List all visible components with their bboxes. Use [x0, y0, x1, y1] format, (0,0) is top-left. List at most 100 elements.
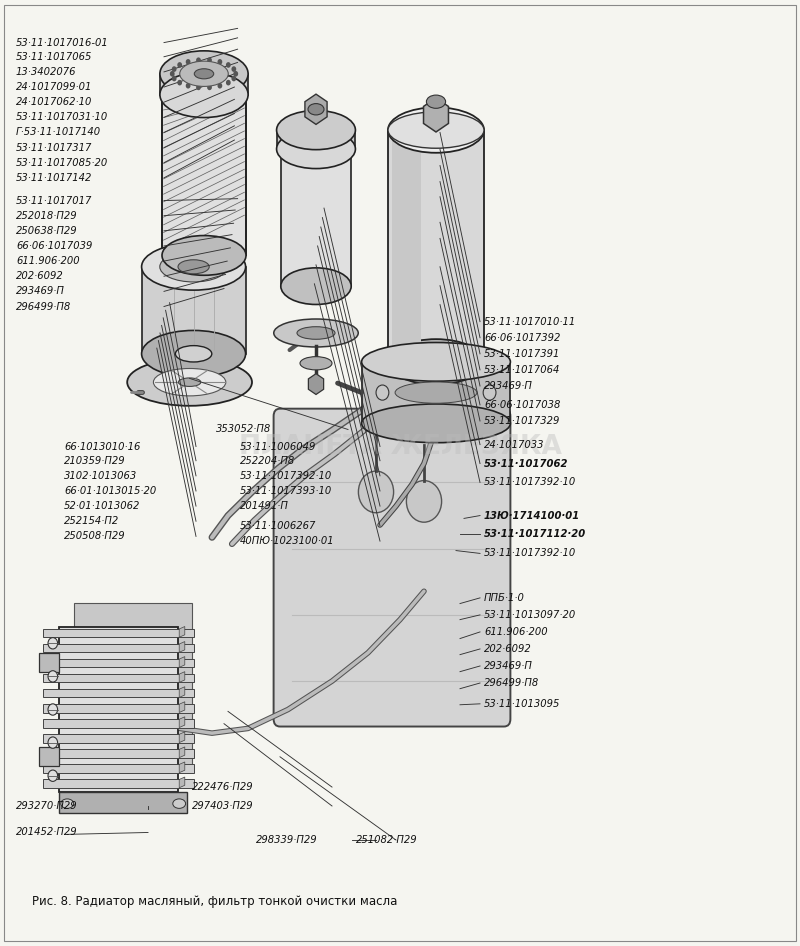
Bar: [277, 130, 355, 149]
Circle shape: [186, 83, 190, 89]
Bar: [43, 749, 194, 758]
Circle shape: [48, 671, 58, 682]
Text: 252018·П29: 252018·П29: [16, 211, 78, 220]
Ellipse shape: [300, 357, 332, 370]
Bar: [59, 626, 178, 793]
Ellipse shape: [426, 96, 446, 108]
Text: 53·11·1017392·10: 53·11·1017392·10: [484, 549, 576, 558]
Circle shape: [234, 71, 238, 77]
Circle shape: [178, 79, 182, 85]
Text: 252154·П2: 252154·П2: [64, 517, 119, 526]
Circle shape: [358, 471, 394, 513]
Ellipse shape: [175, 345, 212, 362]
Bar: [175, 354, 212, 377]
Ellipse shape: [388, 112, 484, 149]
Text: 24·1017062·10: 24·1017062·10: [16, 97, 92, 107]
Bar: [43, 690, 194, 697]
Text: 53·11·1017017: 53·11·1017017: [16, 196, 92, 205]
Circle shape: [406, 481, 442, 522]
Text: 53·11·1017031·10: 53·11·1017031·10: [16, 113, 108, 122]
Bar: [43, 704, 194, 712]
Circle shape: [218, 83, 222, 89]
Circle shape: [48, 638, 58, 649]
Circle shape: [48, 737, 58, 748]
Text: 53·11·1017062: 53·11·1017062: [484, 459, 569, 468]
Text: 66·01·1013015·20: 66·01·1013015·20: [64, 486, 156, 496]
Text: 353052·П8: 353052·П8: [216, 425, 271, 434]
Ellipse shape: [281, 131, 351, 167]
Text: 53·11·1017010·11: 53·11·1017010·11: [484, 317, 576, 326]
Ellipse shape: [388, 108, 484, 152]
Text: Г·53·11·1017140: Г·53·11·1017140: [16, 128, 101, 137]
Bar: [39, 747, 59, 766]
Text: 53·11·1017392·10: 53·11·1017392·10: [484, 478, 576, 487]
Ellipse shape: [61, 798, 74, 808]
Circle shape: [170, 71, 174, 77]
Text: 53·11·1017085·20: 53·11·1017085·20: [16, 158, 108, 167]
Ellipse shape: [160, 72, 248, 117]
Ellipse shape: [277, 130, 355, 168]
Text: 3102·1013063: 3102·1013063: [64, 471, 138, 481]
Bar: [142, 267, 246, 354]
Text: 24·1017099·01: 24·1017099·01: [16, 82, 92, 92]
Text: 293469·П: 293469·П: [484, 661, 533, 671]
Text: 293469·П: 293469·П: [484, 381, 533, 391]
Text: 13·3402076: 13·3402076: [16, 67, 77, 77]
Text: 611.906·200: 611.906·200: [16, 256, 80, 266]
Circle shape: [207, 58, 212, 63]
Ellipse shape: [281, 268, 351, 305]
Text: 296499·П8: 296499·П8: [16, 302, 71, 311]
Text: 53·11·1013095: 53·11·1013095: [484, 699, 560, 709]
Bar: [43, 780, 194, 788]
Text: 297403·П29: 297403·П29: [192, 801, 254, 811]
Ellipse shape: [142, 243, 246, 290]
Text: 53·11·1017393·10: 53·11·1017393·10: [240, 486, 332, 496]
Circle shape: [186, 59, 190, 64]
Circle shape: [218, 59, 222, 64]
Bar: [43, 734, 194, 743]
Text: 293270·П29: 293270·П29: [16, 801, 78, 811]
Bar: [43, 629, 194, 638]
Polygon shape: [179, 777, 185, 788]
Text: 250638·П29: 250638·П29: [16, 226, 78, 236]
Ellipse shape: [173, 798, 186, 808]
Ellipse shape: [160, 252, 227, 282]
Circle shape: [196, 84, 201, 90]
Text: 53·11·1017016-01: 53·11·1017016-01: [16, 38, 109, 47]
Polygon shape: [179, 657, 185, 667]
Circle shape: [231, 76, 236, 81]
FancyBboxPatch shape: [274, 409, 510, 727]
Ellipse shape: [127, 359, 252, 406]
Ellipse shape: [194, 69, 214, 79]
Text: 250508·П29: 250508·П29: [64, 532, 126, 541]
Ellipse shape: [162, 236, 246, 275]
Text: 66·06·1017038: 66·06·1017038: [484, 400, 560, 410]
Text: 201491·П: 201491·П: [240, 501, 289, 511]
Text: 13Ю·1714100·01: 13Ю·1714100·01: [484, 511, 580, 520]
Bar: [43, 764, 194, 773]
Circle shape: [207, 84, 212, 90]
Text: 53·11·1017142: 53·11·1017142: [16, 173, 92, 183]
Text: 202·6092: 202·6092: [16, 272, 64, 281]
Ellipse shape: [142, 330, 246, 377]
Text: 611.906·200: 611.906·200: [484, 627, 548, 637]
Text: ППБ·1·0: ППБ·1·0: [484, 593, 525, 603]
Text: 210359·П29: 210359·П29: [64, 456, 126, 465]
Text: 52·01·1013062: 52·01·1013062: [64, 501, 140, 511]
Text: Рис. 8. Радиатор масляный, фильтр тонкой очистки масла: Рис. 8. Радиатор масляный, фильтр тонкой…: [32, 895, 398, 908]
Ellipse shape: [388, 340, 484, 385]
Text: 201452·П29: 201452·П29: [16, 828, 78, 837]
Ellipse shape: [277, 111, 355, 149]
Ellipse shape: [395, 382, 477, 403]
Bar: [74, 604, 192, 768]
Bar: [388, 131, 484, 362]
Text: 222476·П29: 222476·П29: [192, 782, 254, 792]
Text: 24·1017033: 24·1017033: [484, 440, 545, 449]
Text: 293469·П: 293469·П: [16, 287, 65, 296]
Polygon shape: [179, 732, 185, 743]
Text: ПЛАНЕТА ЖЕЛЕЗЯКА: ПЛАНЕТА ЖЕЛЕЗЯКА: [238, 433, 562, 460]
Text: 40ПЮ·1023100·01: 40ПЮ·1023100·01: [240, 536, 334, 546]
Circle shape: [196, 58, 201, 63]
Ellipse shape: [308, 103, 324, 114]
Ellipse shape: [274, 319, 358, 347]
